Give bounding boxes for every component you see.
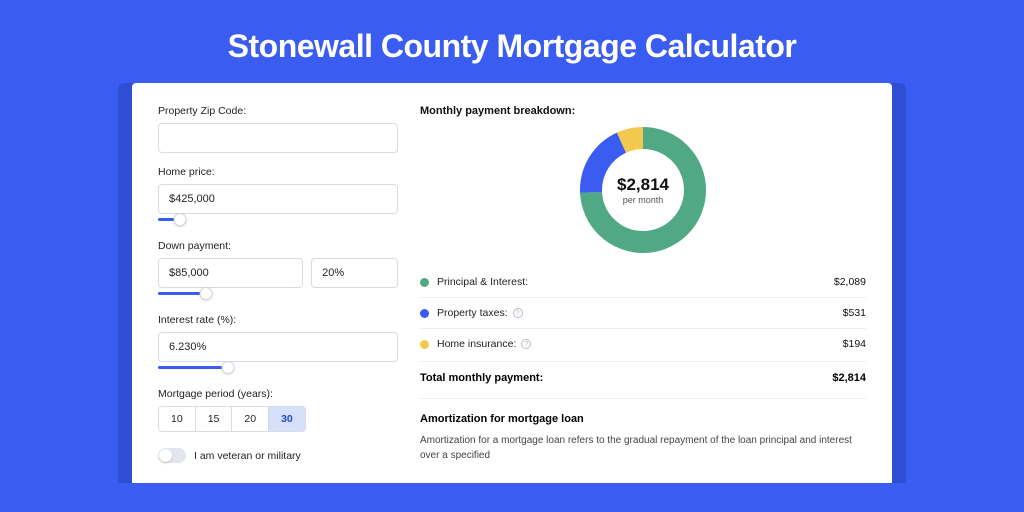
home-price-field: Home price: [158,166,398,227]
period-option-10[interactable]: 10 [159,407,196,431]
info-icon[interactable]: ? [521,339,531,349]
amortization-text: Amortization for a mortgage loan refers … [420,433,866,463]
legend-value: $2,089 [834,276,866,288]
veteran-toggle[interactable] [158,448,186,463]
total-row: Total monthly payment: $2,814 [420,361,866,398]
slider-thumb[interactable] [173,213,186,226]
legend-value: $531 [843,307,866,319]
legend-row: Principal & Interest:$2,089 [420,267,866,298]
home-price-label: Home price: [158,166,398,178]
veteran-row: I am veteran or military [158,448,398,463]
down-payment-amount-input[interactable] [158,258,303,288]
veteran-label: I am veteran or military [194,450,301,462]
legend: Principal & Interest:$2,089Property taxe… [420,267,866,359]
period-option-15[interactable]: 15 [196,407,233,431]
down-payment-pct-input[interactable] [311,258,398,288]
legend-row: Property taxes:?$531 [420,298,866,329]
home-price-slider[interactable] [158,213,398,227]
amortization-title: Amortization for mortgage loan [420,413,866,425]
zip-field: Property Zip Code: [158,105,398,153]
total-value: $2,814 [832,372,866,384]
interest-slider[interactable] [158,361,398,375]
card-shadow: Property Zip Code: Home price: Down paym… [118,83,906,483]
interest-field: Interest rate (%): [158,314,398,375]
legend-dot [420,309,429,318]
total-label: Total monthly payment: [420,372,832,384]
info-icon[interactable]: ? [513,308,523,318]
calculator-card: Property Zip Code: Home price: Down paym… [132,83,892,483]
period-option-30[interactable]: 30 [269,407,305,431]
legend-label: Principal & Interest: [437,276,834,288]
legend-dot [420,340,429,349]
home-price-input[interactable] [158,184,398,214]
donut-sub: per month [623,195,664,205]
hero: Stonewall County Mortgage Calculator [0,0,1024,83]
down-payment-label: Down payment: [158,240,398,252]
legend-dot [420,278,429,287]
zip-label: Property Zip Code: [158,105,398,117]
legend-label: Property taxes:? [437,307,843,319]
period-selector: 10152030 [158,406,306,432]
legend-value: $194 [843,338,866,350]
breakdown-title: Monthly payment breakdown: [420,105,866,117]
slider-thumb[interactable] [200,287,213,300]
toggle-knob [159,449,172,462]
slider-thumb[interactable] [221,361,234,374]
donut-center: $2,814 per month [580,127,706,253]
zip-input[interactable] [158,123,398,153]
page-title: Stonewall County Mortgage Calculator [0,28,1024,65]
breakdown-panel: Monthly payment breakdown: $2,814 per mo… [420,105,866,483]
legend-label: Home insurance:? [437,338,843,350]
down-payment-slider[interactable] [158,287,398,301]
donut-container: $2,814 per month [420,127,866,253]
amortization-section: Amortization for mortgage loan Amortizat… [420,398,866,463]
donut-amount: $2,814 [617,175,669,195]
down-payment-field: Down payment: [158,240,398,301]
slider-track [158,366,228,369]
donut-chart: $2,814 per month [580,127,706,253]
interest-label: Interest rate (%): [158,314,398,326]
period-label: Mortgage period (years): [158,388,398,400]
legend-row: Home insurance:?$194 [420,329,866,359]
period-field: Mortgage period (years): 10152030 [158,388,398,432]
interest-input[interactable] [158,332,398,362]
form-panel: Property Zip Code: Home price: Down paym… [158,105,398,483]
period-option-20[interactable]: 20 [232,407,269,431]
